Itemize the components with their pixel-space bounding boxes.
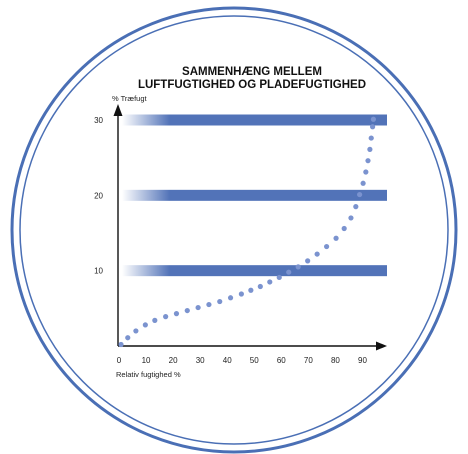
y-tick-label-30: 30 [94,116,103,125]
data-point [365,158,371,164]
x-tick-label-60: 60 [277,356,286,365]
data-point [314,251,320,257]
data-point [238,291,244,297]
band-group [122,114,387,277]
frame-circle-outer [10,6,458,454]
data-point [367,146,373,152]
data-point [206,301,212,308]
data-point [333,235,339,241]
data-point [286,269,292,275]
data-point [142,322,148,328]
y-tick-label-20: 20 [94,191,103,200]
data-point [163,314,169,320]
data-point [184,307,190,314]
x-tick-label-10: 10 [142,356,151,365]
chart-title-line-1: SAMMENHÆNG MELLEM [182,66,322,78]
x-axis-label: Relativ fugtighed % [116,370,181,379]
x-tick-label-40: 40 [223,356,232,365]
data-point [370,116,377,122]
x-tick-label-50: 50 [250,356,259,365]
data-point [152,317,158,323]
x-tick-label-80: 80 [331,356,340,365]
band-30 [122,114,387,126]
data-point [363,169,369,175]
data-point [305,258,311,264]
x-axis-arrow-icon [376,341,387,351]
x-tick-group: 0 10 20 30 40 50 60 70 80 90 [117,356,368,365]
x-tick-label-30: 30 [196,356,205,365]
data-point [125,335,131,341]
data-point [248,287,254,293]
y-tick-group: 10 20 30 [94,116,103,276]
frame-circle-inner [19,15,449,445]
data-point [195,304,201,311]
x-tick-label-20: 20 [169,356,178,365]
band-20 [122,189,387,201]
data-point [360,180,366,186]
data-point [267,279,273,285]
data-point-group [118,116,377,348]
y-axis-arrow-icon [113,104,123,116]
data-point [341,225,347,232]
data-point [369,124,376,130]
data-point [118,341,124,348]
data-point [227,295,234,301]
data-point [257,283,263,290]
x-tick-label-70: 70 [304,356,313,365]
data-point [295,264,301,270]
data-point [348,215,354,221]
data-point [357,191,363,198]
y-axis-label: % Træfugt [112,94,148,103]
chart-title-line-2: LUFTFUGTIGHED OG PLADEFUGTIGHED [138,79,366,91]
band-10 [122,265,387,277]
x-tick-label-0: 0 [117,356,122,365]
data-point [133,328,139,334]
data-point [353,204,359,210]
data-point [276,274,282,281]
data-point [368,135,374,141]
x-tick-label-90: 90 [358,356,367,365]
y-tick-label-10: 10 [94,267,103,276]
data-point [324,243,330,250]
data-point [173,311,180,317]
data-point [217,298,223,305]
